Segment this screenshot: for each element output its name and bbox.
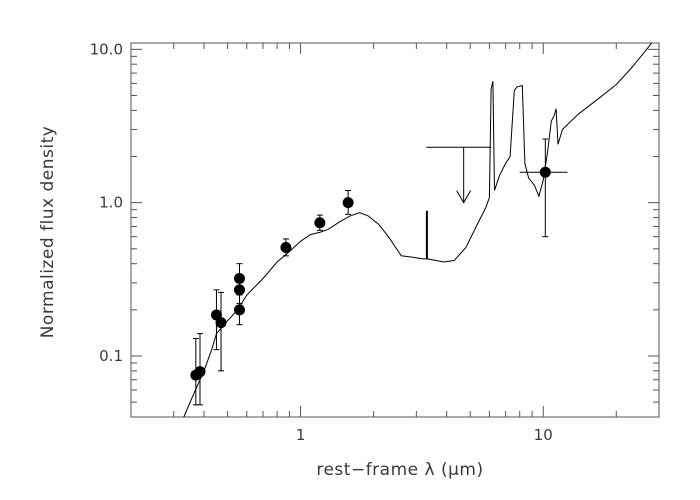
- data-point: [233, 284, 245, 296]
- upper-limit-arrow-head: [456, 190, 472, 204]
- data-point: [215, 317, 227, 329]
- plot-area: 1 10 0.1 1.0 10.0: [90, 40, 660, 444]
- y-tick-label: 0.1: [99, 347, 123, 365]
- data-point: [233, 304, 245, 316]
- plot-frame: [130, 42, 660, 418]
- x-tick-label: 10: [534, 426, 553, 444]
- data-point: [314, 217, 326, 229]
- model-curve: [183, 43, 653, 417]
- y-tick-label: 10.0: [90, 40, 123, 58]
- data-point: [342, 197, 354, 209]
- data-point: [194, 366, 206, 378]
- data-point: [539, 166, 551, 178]
- data-point: [280, 242, 292, 254]
- y-axis-label: Normalized flux density: [38, 126, 58, 339]
- y-tick-label: 1.0: [99, 194, 123, 212]
- x-axis-label: rest−frame λ (μm): [316, 460, 483, 480]
- x-tick-label: 1: [296, 426, 306, 444]
